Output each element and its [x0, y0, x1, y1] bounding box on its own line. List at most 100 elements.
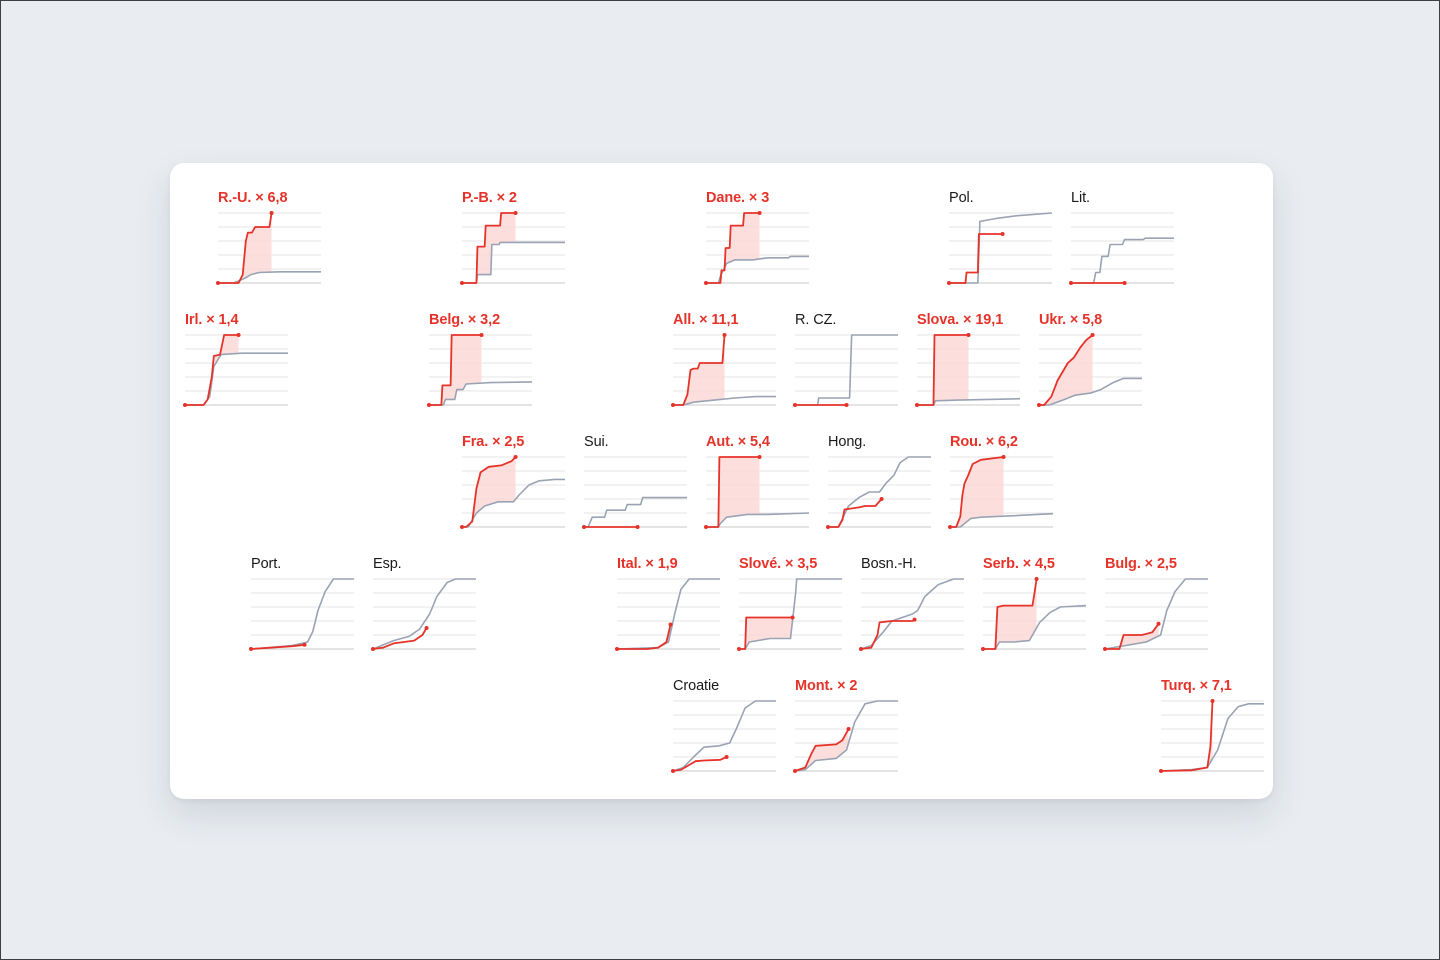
- country-line: [218, 212, 273, 284]
- mini-chart-svg-pb: [460, 211, 565, 285]
- mini-chart-hong: Hong.: [826, 407, 931, 529]
- country-line: [706, 212, 760, 284]
- mini-chart-turq: Turq. × 7,1: [1159, 651, 1264, 773]
- country-line: [860, 618, 916, 650]
- difference-area: [917, 335, 969, 405]
- panel-label-slova: Slova. × 19,1: [917, 312, 1004, 328]
- panel-label-pb: P.-B. × 2: [462, 190, 517, 206]
- country-line: [983, 578, 1038, 650]
- start-point: [826, 525, 830, 529]
- mini-chart-slova: Slova. × 19,1: [915, 285, 1021, 407]
- country-line: [250, 643, 305, 650]
- end-point: [1001, 455, 1006, 459]
- start-point: [671, 769, 675, 773]
- mini-chart-svg-ukr: [1037, 333, 1142, 407]
- country-line: [185, 334, 239, 406]
- mini-chart-bulg: Bulg. × 2,5: [1103, 529, 1208, 651]
- start-point: [249, 647, 253, 651]
- panel-label-all: All. × 11,1: [673, 312, 739, 328]
- mini-chart-svg-lit: [1069, 212, 1174, 285]
- start-point: [216, 281, 220, 285]
- end-point: [513, 211, 518, 215]
- end-point: [1000, 232, 1005, 236]
- mini-chart-svg-ital: [615, 578, 720, 651]
- difference-area: [706, 213, 760, 283]
- country-line: [1039, 334, 1094, 406]
- mini-chart-lit: Lit.: [1069, 163, 1174, 285]
- panel-label-port: Port.: [251, 556, 282, 572]
- reference-line: [185, 352, 288, 406]
- mini-chart-fra: Fra. × 2,5: [460, 407, 565, 529]
- panel-label-croatie: Croatie: [673, 678, 720, 694]
- reference-line: [218, 271, 321, 284]
- start-point: [704, 281, 708, 285]
- mini-chart-svg-bulg: [1103, 578, 1208, 651]
- country-line: [950, 456, 1004, 528]
- country-line: [828, 498, 883, 528]
- panel-label-sui: Sui.: [584, 434, 609, 450]
- panel-label-ital: Ital. × 1,9: [617, 556, 678, 572]
- end-point: [1210, 699, 1215, 703]
- end-point: [912, 617, 917, 622]
- mini-chart-svg-rou: [948, 455, 1054, 529]
- mini-chart-belg: Belg. × 3,2: [427, 285, 533, 407]
- mini-chart-svg-irl: [183, 333, 288, 407]
- panel-label-ru: R.-U. × 6,8: [218, 190, 288, 206]
- chart-card: R.-U. × 6,8 P.-B. × 2 Dane. × 3 Pol. Lit…: [170, 163, 1273, 799]
- panel-label-hong: Hong.: [828, 434, 867, 450]
- mini-chart-svg-aut: [704, 455, 810, 529]
- mini-chart-svg-pol: [947, 212, 1053, 285]
- end-point: [722, 333, 727, 337]
- panel-label-bulg: Bulg. × 2,5: [1105, 556, 1177, 572]
- mini-chart-bosn: Bosn.-H.: [859, 529, 964, 651]
- difference-area: [673, 335, 725, 405]
- panel-label-turq: Turq. × 7,1: [1161, 678, 1232, 694]
- mini-chart-ru: R.-U. × 6,8: [216, 163, 321, 285]
- difference-area: [1161, 701, 1213, 771]
- end-point: [966, 333, 971, 337]
- mini-chart-svg-ru: [216, 211, 321, 285]
- mini-chart-aut: Aut. × 5,4: [704, 407, 810, 529]
- reference-line: [795, 334, 898, 406]
- mini-chart-svg-hong: [826, 456, 931, 529]
- start-point: [704, 525, 708, 529]
- mini-chart-irl: Irl. × 1,4: [183, 285, 288, 407]
- start-point: [981, 647, 985, 651]
- end-point: [846, 727, 851, 731]
- end-point: [790, 615, 795, 620]
- difference-area: [185, 335, 239, 405]
- mini-chart-svg-serb: [981, 577, 1087, 651]
- end-point: [269, 211, 274, 215]
- panel-label-mont: Mont. × 2: [795, 678, 858, 694]
- reference-line: [1071, 237, 1174, 284]
- difference-area: [950, 457, 1004, 527]
- country-line: [706, 456, 760, 528]
- panel-label-belg: Belg. × 3,2: [429, 312, 501, 328]
- reference-line: [949, 212, 1053, 284]
- mini-chart-ital: Ital. × 1,9: [615, 529, 720, 651]
- start-point: [947, 281, 951, 285]
- panel-label-pol: Pol.: [949, 190, 974, 206]
- difference-area: [218, 213, 272, 283]
- end-point: [302, 642, 307, 647]
- reference-line: [372, 578, 476, 650]
- reference-line: [584, 496, 687, 528]
- mini-chart-svg-fra: [460, 455, 565, 529]
- mini-chart-svg-mont: [793, 700, 898, 773]
- mini-chart-port: Port.: [249, 529, 354, 651]
- country-line: [794, 728, 850, 772]
- difference-area: [429, 335, 482, 405]
- country-line: [462, 212, 516, 284]
- mini-chart-pb: P.-B. × 2: [460, 163, 565, 285]
- mini-chart-pol: Pol.: [947, 163, 1053, 285]
- start-point: [615, 647, 619, 651]
- reference-line: [828, 456, 931, 528]
- country-line: [429, 334, 482, 406]
- mini-chart-serb: Serb. × 4,5: [981, 529, 1087, 651]
- start-point: [460, 281, 464, 285]
- difference-area: [462, 213, 516, 283]
- end-point: [1090, 333, 1095, 337]
- country-line: [739, 616, 793, 650]
- reference-line: [429, 381, 533, 406]
- panel-label-bosn: Bosn.-H.: [861, 556, 917, 572]
